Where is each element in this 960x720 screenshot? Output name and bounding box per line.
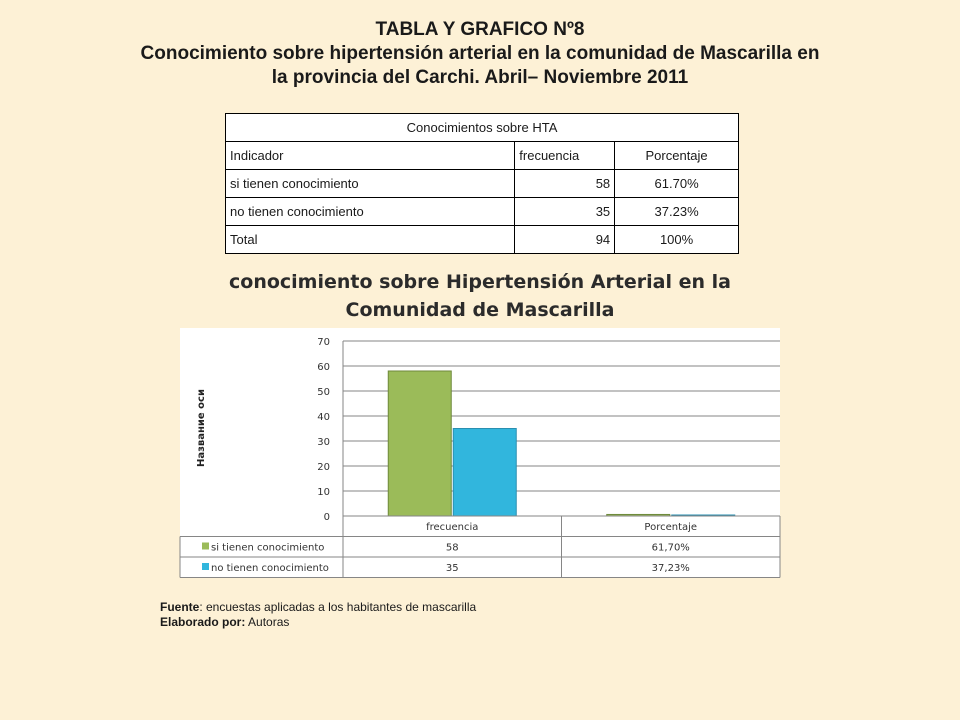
y-tick-label: 60 [317,362,330,373]
legend-label: no tienen conocimiento [211,563,329,574]
y-tick-label: 10 [317,487,330,498]
y-tick-label: 0 [324,512,330,523]
heading-line-1: TABLA Y GRAFICO Nº8 [375,19,585,40]
y-tick-label: 70 [317,337,330,348]
footer: Fuente: encuestas aplicadas a los habita… [160,600,476,630]
author-note: Elaborado por: Autoras [160,615,476,630]
author-label: Elaborado por: [160,615,246,629]
y-tick-label: 50 [317,387,330,398]
bar [452,428,517,517]
legend-swatch [202,542,209,550]
chart-title-line-1: conocimiento sobre Hipertensión Arterial… [229,271,731,293]
bar [387,370,452,517]
chart-title: conocimiento sobre Hipertensión Arterial… [180,268,780,324]
source-text: : encuestas aplicadas a los habitantes d… [199,600,477,614]
author-text: Autoras [245,615,290,629]
table-header-row: Indicador frecuencia Porcentaje [224,141,739,170]
table-header-cell: frecuencia [514,141,616,170]
heading: TABLA Y GRAFICO Nº8 Conocimiento sobre h… [40,18,920,90]
table-row: Total 94 100% [224,225,739,254]
table-cell: 35 [514,197,616,226]
table-header-cell: Porcentaje [614,141,739,170]
y-axis-label: Название оси [196,389,207,467]
source-label: Fuente [160,600,200,614]
legend-label: si tienen conocimiento [211,543,324,554]
heading-line-2: Conocimiento sobre hipertensión arterial… [140,43,820,64]
data-label: 58 [446,543,459,554]
data-table: Conocimientos sobre HTA Indicador frecue… [224,113,739,254]
heading-line-3: la provincia del Carchi. Abril– Noviembr… [271,67,689,88]
data-label: 61,70% [652,543,690,554]
legend-swatch [202,563,209,570]
x-category-label: Porcentaje [644,522,697,533]
table-cell: no tienen conocimiento [224,197,516,226]
data-label: 37,23% [652,563,690,574]
table-cell: 100% [614,225,739,254]
y-tick-label: 20 [317,462,330,473]
x-category-label: frecuencia [426,522,478,533]
table-cell: Total [224,225,516,254]
chart-title-line-2: Comunidad de Mascarilla [345,299,615,321]
data-label: 35 [446,563,459,574]
y-tick-label: 30 [317,437,330,448]
table-row: no tienen conocimiento 35 37.23% [224,197,739,226]
source-note: Fuente: encuestas aplicadas a los habita… [160,600,476,615]
table-caption: Conocimientos sobre HTA [225,113,739,142]
y-tick-label: 40 [317,412,330,423]
table-cell: 37.23% [614,197,739,226]
table-cell: 94 [514,225,616,254]
table-cell: si tienen conocimiento [224,169,516,198]
